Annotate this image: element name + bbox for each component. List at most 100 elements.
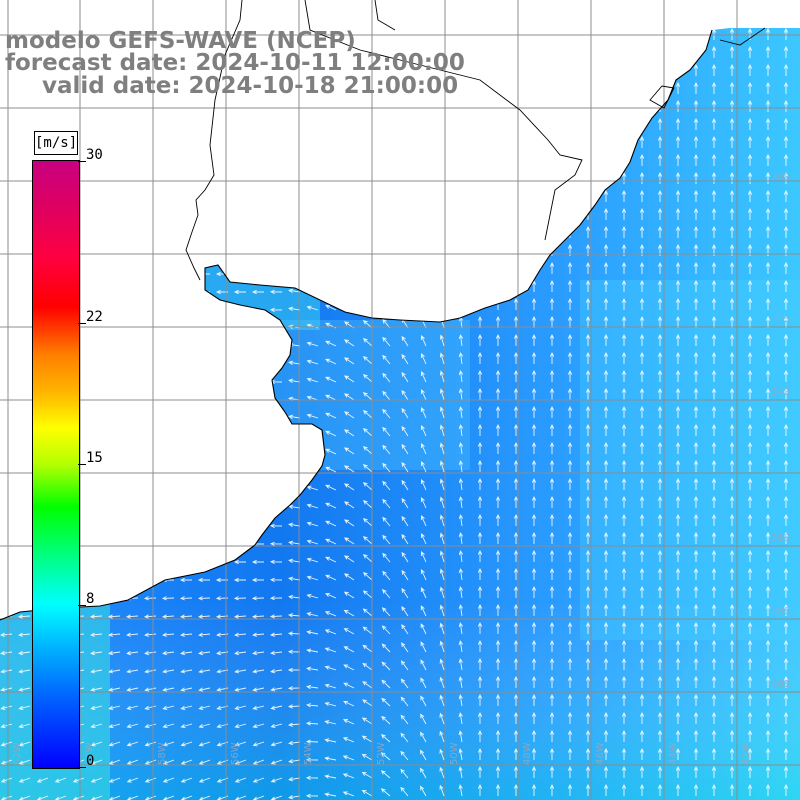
wind-arrow [585, 549, 591, 562]
wind-arrow [783, 675, 789, 688]
wind-arrow [765, 225, 771, 238]
wind-arrow [531, 783, 537, 796]
wind-arrow [711, 675, 717, 688]
wind-arrow [657, 513, 663, 526]
wind-arrow [657, 369, 663, 382]
wind-arrow [531, 45, 537, 58]
wind-arrow [251, 433, 264, 439]
wind-arrow [401, 245, 409, 257]
wind-arrow [269, 181, 283, 187]
wind-arrow [711, 693, 717, 706]
wind-arrow [269, 217, 283, 223]
wind-arrow [639, 351, 645, 364]
wind-arrow [477, 567, 483, 580]
wind-arrow [603, 621, 609, 634]
wind-arrow [621, 81, 627, 94]
wind-arrow [306, 449, 319, 455]
wind-arrow [343, 357, 355, 365]
wind-arrow [513, 675, 519, 688]
wind-arrow [495, 207, 501, 220]
wind-arrow [495, 693, 501, 706]
wind-arrow [585, 711, 591, 724]
wind-arrow [420, 731, 427, 743]
wind-arrow [162, 650, 175, 656]
wind-arrow [234, 632, 247, 637]
wind-arrow [711, 441, 717, 454]
wind-arrow [288, 576, 301, 581]
wind-arrow [783, 495, 789, 508]
wind-arrow [287, 631, 301, 636]
wind-arrow [343, 141, 355, 149]
wind-arrow [439, 712, 445, 725]
wind-arrow [306, 575, 319, 581]
wind-arrow [693, 279, 699, 292]
wind-arrow [549, 495, 555, 508]
wind-arrow [729, 513, 735, 526]
wind-arrow [639, 783, 645, 796]
wind-arrow [439, 676, 445, 689]
wind-arrow [161, 415, 174, 421]
wind-arrow [325, 268, 337, 275]
wind-arrow [693, 477, 699, 490]
wind-arrow [269, 433, 283, 439]
wind-arrow [107, 199, 120, 205]
wind-arrow [343, 537, 355, 545]
wind-arrow [603, 261, 609, 274]
wind-arrow [143, 487, 156, 493]
wind-arrow [657, 153, 663, 166]
wind-arrow [585, 531, 591, 544]
wind-arrow [531, 477, 537, 490]
wind-arrow [477, 711, 483, 724]
wind-arrow [306, 630, 319, 635]
wind-arrow [585, 495, 591, 508]
wind-arrow [125, 433, 138, 439]
wind-arrow [420, 497, 427, 509]
wind-arrow [305, 775, 319, 781]
wind-arrow [549, 153, 555, 166]
wind-arrow [729, 747, 735, 760]
wind-arrow [639, 495, 645, 508]
wind-arrow [711, 369, 717, 382]
wind-arrow [324, 592, 337, 599]
wind-arrow [567, 603, 573, 616]
wind-arrow [603, 693, 609, 706]
wind-arrow [639, 441, 645, 454]
wind-arrow [603, 153, 609, 166]
wind-arrow [362, 122, 373, 131]
wind-arrow [343, 664, 355, 671]
wind-arrow [362, 446, 373, 455]
wind-arrow [693, 189, 699, 202]
wind-arrow [513, 459, 519, 472]
wind-arrow [325, 376, 337, 383]
forecast-date: forecast date: 2024-10-11 12:00:00 [5, 50, 465, 76]
wind-arrow [17, 523, 30, 529]
wind-arrow [783, 351, 789, 364]
wind-arrow [439, 406, 445, 419]
wind-arrow [107, 163, 120, 169]
wind-arrow [765, 315, 771, 328]
wind-arrow [324, 683, 337, 689]
wind-arrow [693, 783, 699, 796]
wind-arrow [343, 285, 355, 293]
wind-arrow [693, 747, 699, 760]
wind-arrow [477, 333, 483, 346]
wind-arrow [162, 687, 175, 692]
wind-arrow [89, 433, 102, 439]
wind-arrow [269, 614, 283, 619]
wind-arrow [693, 621, 699, 634]
wind-arrow [251, 253, 264, 259]
wind-arrow [567, 783, 573, 796]
wind-arrow [143, 289, 156, 295]
wind-arrow [549, 693, 555, 706]
wind-arrow [729, 315, 735, 328]
wind-arrow [439, 100, 445, 113]
wind-arrow [458, 730, 463, 743]
wind-arrow [0, 669, 13, 674]
wind-arrow [603, 405, 609, 418]
wind-arrow [420, 353, 427, 365]
wind-arrow [675, 171, 681, 184]
wind-arrow [585, 45, 591, 58]
wind-arrow [108, 669, 121, 674]
wind-arrow [495, 495, 501, 508]
wind-arrow [711, 621, 717, 634]
